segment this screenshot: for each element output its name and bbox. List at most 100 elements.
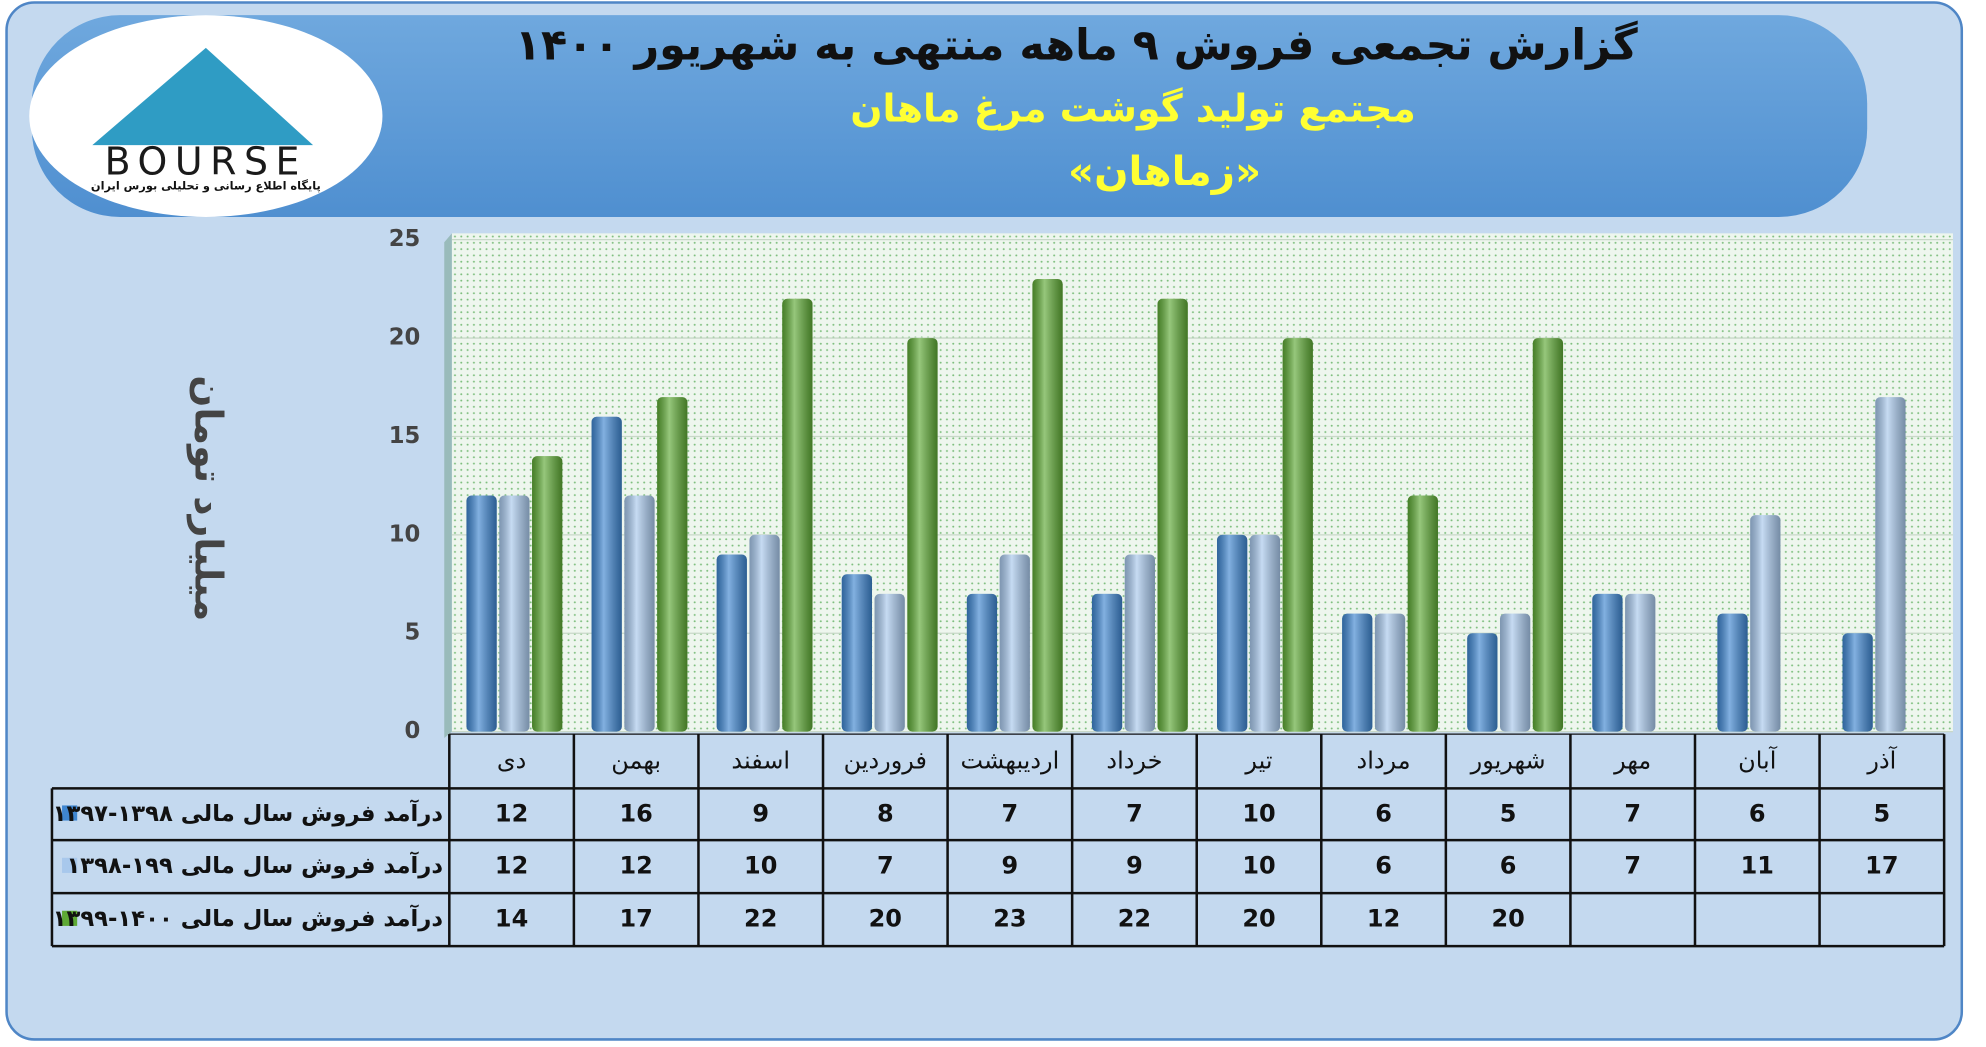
x-tick-label: بهمن	[611, 746, 661, 774]
table-value: 10	[744, 852, 777, 880]
bar-shade	[1750, 515, 1781, 732]
chart-title: گزارش تجمعی فروش ۹ ماهه منتهی به شهریور …	[515, 20, 1638, 70]
bar-shade	[1407, 495, 1438, 732]
table-value: 10	[1242, 852, 1275, 880]
table-value: 20	[1242, 905, 1275, 933]
table-value: 9	[1002, 852, 1019, 880]
bar-shade	[749, 534, 780, 732]
bar-shade	[1499, 613, 1531, 732]
logo-text: BOURSE	[105, 139, 307, 183]
bar-shade	[1842, 633, 1873, 732]
bar-shade	[1032, 279, 1063, 732]
bar-shade	[1217, 534, 1248, 732]
bar-shade	[966, 593, 998, 732]
table-value: 20	[869, 905, 902, 933]
bar-shade	[1091, 593, 1123, 732]
plot-area	[451, 233, 1953, 732]
x-tick-label: آبان	[1738, 745, 1778, 774]
x-tick-label: مهر	[1613, 746, 1651, 774]
bar-shade	[1374, 613, 1406, 732]
table-value: 16	[619, 799, 652, 827]
table-value: 22	[1118, 905, 1151, 933]
table-value: 23	[993, 905, 1026, 933]
table-value: 6	[1500, 852, 1517, 880]
table-value: 5	[1874, 799, 1891, 827]
table-value: 7	[1002, 799, 1019, 827]
bar-shade	[1282, 338, 1313, 732]
legend-label: درآمد فروش سال مالی ۱۹۹-۱۳۹۸	[66, 851, 443, 879]
x-tick-label: تیر	[1244, 746, 1272, 774]
y-tick-label: 5	[405, 620, 421, 646]
y-tick-label: 20	[389, 325, 421, 351]
legend-swatch	[62, 805, 78, 821]
bar-shade	[841, 574, 873, 732]
table-value: 12	[1367, 905, 1400, 933]
y-tick-label: 0	[405, 718, 421, 744]
bar-shade	[1467, 633, 1498, 732]
bar-shade	[499, 495, 530, 732]
bar-shade	[1875, 397, 1906, 732]
x-tick-label: دی	[497, 746, 526, 774]
table-value: 10	[1242, 799, 1275, 827]
logo-icon	[92, 47, 314, 146]
x-tick-label: شهریور	[1470, 746, 1546, 774]
bar-shade	[1532, 338, 1564, 732]
bar-shade	[466, 495, 497, 732]
table-value: 9	[1126, 852, 1143, 880]
bar-shade	[999, 554, 1030, 732]
bar-shade	[1625, 593, 1656, 732]
chart-subtitle: مجتمع تولید گوشت مرغ ماهان	[850, 87, 1416, 131]
bar-shade	[591, 416, 622, 732]
table-value: 6	[1749, 799, 1766, 827]
legend-label: درآمد فروش سال مالی ۱۴۰۰-۱۳۹۹	[53, 904, 443, 932]
bar-shade	[1157, 298, 1188, 732]
logo-caption: پایگاه اطلاع رسانی و تحلیلی بورس ایران	[91, 179, 321, 193]
x-tick-label: مرداد	[1357, 746, 1411, 774]
x-tick-label: اردیبهشت	[961, 746, 1060, 774]
bar-shade	[716, 554, 747, 732]
table-value: 12	[495, 852, 528, 880]
legend-swatch	[62, 910, 78, 926]
y-axis-title: میلیارد تومان	[186, 375, 230, 621]
legend-swatch	[62, 857, 78, 873]
table-value: 14	[495, 905, 528, 933]
y-tick-label: 15	[389, 423, 421, 449]
plot-wall	[444, 233, 452, 738]
x-tick-label: آذر	[1866, 745, 1897, 774]
table-value: 12	[619, 852, 652, 880]
x-tick-label: فروردین	[844, 746, 927, 774]
bar-shade	[1592, 593, 1623, 732]
table-value: 7	[1624, 799, 1641, 827]
x-tick-label: خرداد	[1106, 746, 1162, 774]
table-value: 5	[1500, 799, 1517, 827]
banner	[31, 15, 1868, 217]
table-value: 22	[744, 905, 777, 933]
table-value: 17	[1865, 852, 1898, 880]
bar-shade	[874, 593, 905, 732]
table-value: 6	[1375, 799, 1392, 827]
bar-shade	[624, 495, 655, 732]
table-value: 11	[1741, 852, 1774, 880]
bar-shade	[782, 298, 813, 732]
table-value: 8	[877, 799, 894, 827]
table-value: 12	[495, 799, 528, 827]
table-value: 6	[1375, 852, 1392, 880]
bar-shade	[1249, 534, 1281, 732]
bar-shade	[657, 397, 688, 732]
x-tick-label: اسفند	[731, 746, 790, 774]
y-tick-label: 25	[389, 226, 421, 252]
legend-label: درآمد فروش سال مالی ۱۳۹۸-۱۳۹۷	[53, 799, 443, 827]
bar-shade	[1124, 554, 1155, 732]
company-name: «زماهان»	[1068, 148, 1261, 195]
table-value: 7	[877, 852, 894, 880]
bar-shade	[532, 456, 563, 732]
table-value: 9	[752, 799, 769, 827]
table-value: 20	[1491, 905, 1524, 933]
table-value: 7	[1126, 799, 1143, 827]
bar-shade	[1342, 613, 1373, 732]
table-value: 7	[1624, 852, 1641, 880]
y-tick-label: 10	[389, 521, 421, 547]
table-value: 17	[619, 905, 652, 933]
